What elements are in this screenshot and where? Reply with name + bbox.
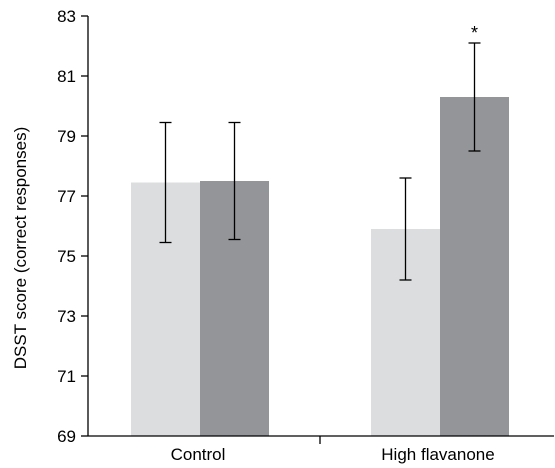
y-tick-label-2: 73 <box>57 307 76 326</box>
error-bars-group <box>159 42 481 281</box>
y-axis: 69 71 73 75 77 79 81 83 <box>57 7 89 446</box>
y-tick-label-5: 79 <box>57 127 76 146</box>
y-axis-title: DSST score (correct responses) <box>11 127 30 369</box>
y-tick-label-7: 83 <box>57 7 76 26</box>
x-axis: Control High flavanone <box>88 435 554 464</box>
bar-1-1 <box>440 97 509 436</box>
annotations-group: * <box>471 23 478 43</box>
bars-group <box>131 97 509 436</box>
y-tick-label-6: 81 <box>57 67 76 86</box>
y-tick-label-3: 75 <box>57 247 76 266</box>
significance-marker-0: * <box>471 23 478 43</box>
x-tick-label-1: High flavanone <box>381 445 494 464</box>
y-tick-label-0: 69 <box>57 427 76 446</box>
x-tick-label-0: Control <box>171 445 226 464</box>
y-tick-label-4: 77 <box>57 187 76 206</box>
y-tick-label-1: 71 <box>57 367 76 386</box>
